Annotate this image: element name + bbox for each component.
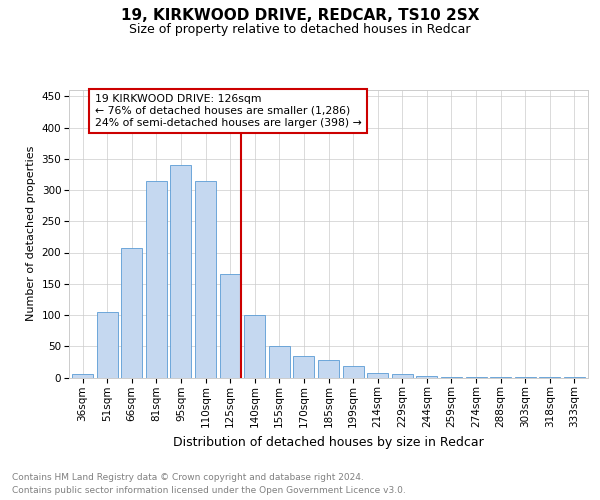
Text: 19, KIRKWOOD DRIVE, REDCAR, TS10 2SX: 19, KIRKWOOD DRIVE, REDCAR, TS10 2SX	[121, 8, 479, 22]
Bar	[367, 372, 388, 378]
Bar	[97, 312, 118, 378]
Bar	[269, 346, 290, 378]
Bar	[416, 376, 437, 378]
Text: Size of property relative to detached houses in Redcar: Size of property relative to detached ho…	[129, 22, 471, 36]
Bar	[441, 377, 462, 378]
Bar	[293, 356, 314, 378]
Bar	[220, 274, 241, 378]
Bar	[392, 374, 413, 378]
Bar	[343, 366, 364, 378]
Bar	[195, 180, 216, 378]
Bar	[72, 374, 93, 378]
Bar	[170, 165, 191, 378]
Text: Contains HM Land Registry data © Crown copyright and database right 2024.
Contai: Contains HM Land Registry data © Crown c…	[12, 474, 406, 495]
Text: 19 KIRKWOOD DRIVE: 126sqm
← 76% of detached houses are smaller (1,286)
24% of se: 19 KIRKWOOD DRIVE: 126sqm ← 76% of detac…	[95, 94, 362, 128]
Bar	[121, 248, 142, 378]
Y-axis label: Number of detached properties: Number of detached properties	[26, 146, 36, 322]
Bar	[146, 180, 167, 378]
Bar	[318, 360, 339, 378]
X-axis label: Distribution of detached houses by size in Redcar: Distribution of detached houses by size …	[173, 436, 484, 448]
Bar	[244, 315, 265, 378]
